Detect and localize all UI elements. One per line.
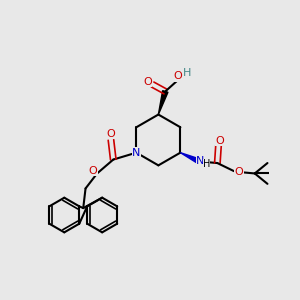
Text: O: O [143,77,152,87]
Text: H: H [203,159,210,169]
Text: N: N [132,148,141,158]
Text: O: O [88,166,97,176]
Text: H: H [183,68,191,78]
Polygon shape [180,153,199,163]
Text: O: O [174,71,182,81]
Text: O: O [215,136,224,146]
Text: O: O [106,129,115,139]
Text: O: O [235,167,243,177]
Polygon shape [158,91,168,115]
Text: N: N [196,156,205,166]
